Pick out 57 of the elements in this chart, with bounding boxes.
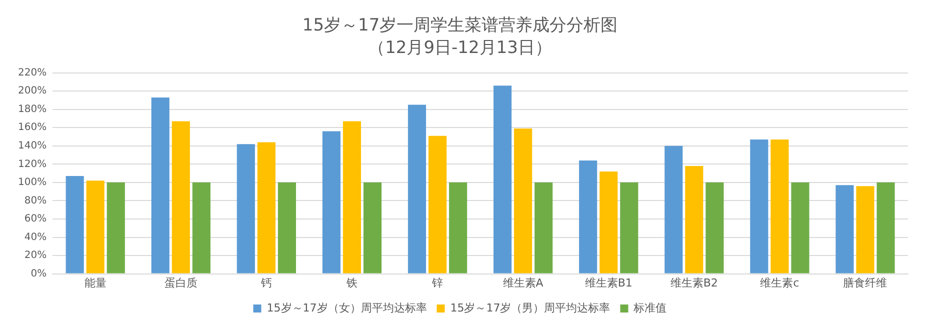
y-tick-label: 60% [24, 214, 47, 225]
bar [151, 97, 170, 274]
bar [236, 144, 255, 274]
x-tick-label: 铁 [345, 276, 358, 290]
bar [770, 139, 789, 274]
y-tick-label: 40% [24, 232, 47, 243]
x-tick-label: 蛋白质 [164, 276, 198, 290]
bar [428, 136, 447, 274]
bar [363, 182, 382, 274]
y-tick-label: 160% [18, 122, 47, 134]
x-tick-label: 膳食纤维 [843, 276, 888, 290]
x-tick-label: 钙 [260, 276, 272, 290]
x-tick-label: 维生素A [502, 276, 544, 290]
y-tick-label: 140% [18, 140, 47, 152]
bar [620, 182, 638, 274]
y-tick-label: 80% [24, 195, 47, 206]
x-tick-label: 锌 [431, 276, 444, 290]
y-tick-label: 0% [30, 268, 47, 280]
bar [664, 146, 683, 274]
bar [856, 186, 874, 274]
bar [192, 182, 210, 274]
x-tick-label: 维生素B1 [584, 276, 632, 290]
bar [86, 180, 104, 274]
bar [791, 182, 810, 274]
bar [514, 128, 532, 274]
bar [408, 104, 426, 274]
x-tick-label: 维生素c [760, 276, 800, 290]
bar [579, 160, 598, 274]
bar [449, 182, 468, 274]
bar [322, 131, 340, 274]
y-tick-label: 220% [18, 67, 47, 78]
bar [534, 182, 553, 274]
bar [706, 182, 724, 274]
y-tick-label: 100% [18, 177, 47, 188]
bar [600, 171, 618, 274]
y-tick-label: 180% [18, 104, 47, 115]
bar [106, 182, 125, 274]
bar [750, 139, 768, 274]
bar [66, 176, 84, 274]
bar [257, 142, 276, 274]
bar [876, 182, 895, 274]
bar [836, 185, 854, 274]
x-tick-label: 维生素B2 [670, 276, 718, 290]
bar [172, 121, 190, 274]
bar [685, 166, 704, 274]
legend-label: 15岁～17岁（男）周平均达标率 [450, 301, 610, 314]
bar [342, 121, 362, 274]
legend-label: 标准值 [632, 301, 667, 314]
y-tick-label: 200% [18, 86, 47, 97]
bar [494, 86, 512, 274]
y-tick-label: 20% [24, 250, 47, 262]
x-tick-label: 能量 [84, 276, 106, 290]
chart-subtitle: （12月9日-12月13日） [368, 38, 552, 58]
y-tick-label: 120% [18, 158, 47, 170]
bar [278, 182, 296, 274]
chart-title: 15岁～17岁一周学生菜谱营养成分分析图 [302, 16, 618, 36]
legend-label: 15岁～17岁（女）周平均达标率 [266, 301, 427, 314]
